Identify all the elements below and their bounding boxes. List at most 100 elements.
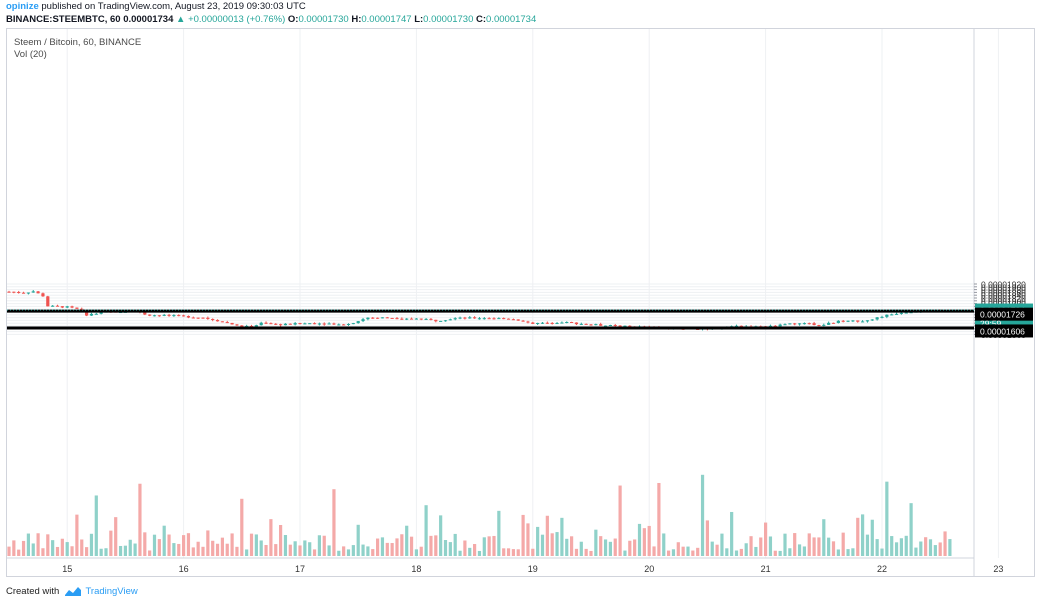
candle-body (628, 325, 632, 327)
candle-body (812, 323, 816, 326)
candle-body (890, 314, 894, 316)
volume-bar (254, 534, 258, 556)
volume-bar (303, 540, 307, 556)
candle-body (46, 296, 50, 307)
volume-bar (768, 536, 773, 556)
volume-bar (851, 548, 855, 556)
candle-body (317, 323, 321, 325)
low-label: L: (414, 14, 424, 25)
candle-body (797, 323, 802, 325)
candle-body (618, 325, 622, 327)
level-price-label-bg (975, 307, 1033, 321)
candle-body (332, 323, 336, 325)
volume-bar (274, 544, 278, 556)
volume-bar (545, 515, 549, 556)
volume-bar (880, 548, 884, 556)
time-tick-label: 22 (877, 564, 887, 574)
high-label: H: (351, 14, 362, 25)
candle-body (85, 311, 89, 316)
candle-body (405, 318, 409, 320)
open-label: O: (287, 14, 299, 25)
volume-bar (788, 548, 792, 556)
volume-bar (846, 549, 850, 556)
volume-bar (749, 536, 753, 556)
volume-bar (628, 540, 632, 556)
volume-bar (676, 542, 680, 556)
volume-bar (584, 548, 588, 556)
candle-body (870, 319, 874, 321)
volume-bar (118, 545, 123, 556)
volume-bar (700, 474, 705, 556)
candle-body (482, 318, 486, 320)
candle-body (143, 312, 147, 315)
volume-bar (667, 550, 671, 556)
volume-bar (477, 550, 482, 556)
volume-bar (831, 541, 836, 556)
volume-bar (259, 540, 263, 556)
tradingview-brand[interactable]: TradingView (85, 586, 138, 597)
volume-bar (570, 536, 574, 556)
volume-bar (351, 545, 355, 556)
candle-body (506, 318, 511, 320)
volume-bar (797, 544, 802, 556)
candle-body (371, 317, 375, 319)
publisher-name[interactable]: opinize (6, 1, 39, 12)
volume-bar (458, 550, 462, 556)
candle-body (613, 325, 617, 327)
price-tick-label: 0.00001860 (981, 288, 1026, 298)
chart-pane[interactable] (6, 28, 1035, 577)
candle-body (288, 323, 292, 325)
candle-body (89, 313, 94, 316)
volume-bar (356, 524, 360, 556)
volume-bar (143, 532, 147, 556)
time-axis: 15 16 17 18 19 20 21 22 23 (62, 564, 1003, 574)
volume-bar (725, 548, 729, 556)
candle-body (157, 315, 161, 317)
candle-body (182, 315, 186, 317)
candle-body (12, 291, 16, 293)
candle-body (856, 320, 860, 322)
candle-body (162, 314, 166, 316)
volume-bar (51, 540, 55, 556)
volume-bar (298, 545, 302, 556)
candle-body (196, 317, 200, 319)
volume-bar (914, 547, 918, 556)
volume-bar (317, 535, 321, 556)
volume-bar (890, 536, 894, 556)
time-tick-label: 20 (644, 564, 654, 574)
bar-countdown-label-text: 29:59 (980, 319, 1002, 329)
candle-body (385, 317, 389, 319)
volume-bar (502, 548, 506, 556)
volume-bar (511, 549, 515, 556)
volume-bar (17, 549, 21, 556)
candle-body (861, 321, 865, 323)
volume-bar (55, 546, 60, 556)
volume-bar (346, 549, 351, 556)
candle-body (230, 322, 234, 325)
candle-body (172, 315, 176, 317)
candle-body (152, 315, 157, 317)
candle-body (603, 325, 608, 327)
candle-body (191, 317, 195, 319)
candle-body (70, 306, 74, 308)
volume-bar (536, 526, 540, 556)
footer: Created with TradingView (6, 586, 138, 597)
volume-bar (419, 546, 423, 556)
volume-bar (836, 549, 840, 556)
volume-bar (249, 533, 254, 556)
candle-body (225, 322, 229, 324)
volume-bar (21, 540, 26, 556)
volume-bar (671, 549, 676, 556)
candle-body (574, 322, 579, 325)
candle-body (395, 318, 399, 320)
candle-body (215, 319, 220, 322)
volume-bar (7, 546, 11, 556)
candle-body (235, 324, 239, 326)
volume-bar (482, 537, 486, 556)
volume-bar (424, 505, 428, 556)
volume-bar (691, 550, 695, 556)
candle-body (536, 322, 540, 324)
volume-bar (99, 548, 103, 556)
candle-body (521, 320, 525, 322)
